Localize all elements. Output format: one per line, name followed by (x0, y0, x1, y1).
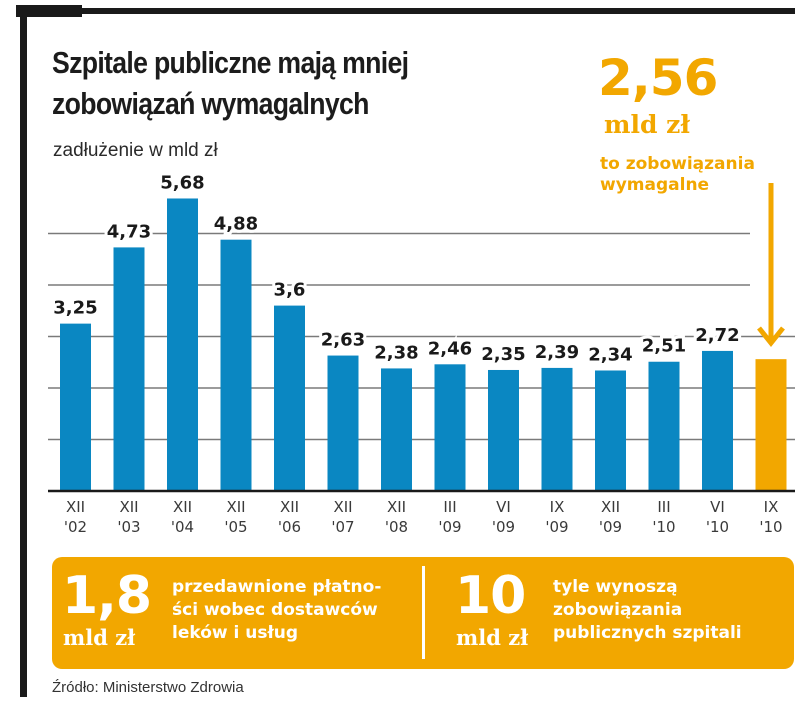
bar (595, 370, 626, 491)
stat-2-line-2: zobowiązania (553, 600, 683, 620)
x-tick-label: '08 (385, 518, 408, 536)
callout-value: 2,56 (598, 49, 718, 107)
chart-title: Szpitale publiczne mają mniej zobowiązań… (52, 42, 409, 124)
bar-value-label: 2,35 (481, 344, 525, 365)
title-line-2: zobowiązań wymagalnych (52, 86, 369, 121)
x-tick-label: XII (280, 498, 299, 516)
x-tick-label: '10 (652, 518, 675, 536)
bar (381, 368, 412, 491)
source-note: Źródło: Ministerstwo Zdrowia (52, 679, 244, 696)
x-tick-label: IX (550, 498, 565, 516)
x-tick-label: '02 (64, 518, 87, 536)
bar (167, 198, 198, 492)
chart-subtitle: zadłużenie w mld zł (53, 140, 218, 161)
x-tick-label: '10 (759, 518, 782, 536)
stat-2-line-1: tyle wynoszą (553, 577, 678, 597)
stat-2-text: tyle wynoszą zobowiązania publicznych sz… (553, 576, 742, 645)
x-tick-label: '09 (438, 518, 461, 536)
bar-value-label: 2,38 (374, 342, 418, 363)
stat-2-unit: mld zł (456, 625, 529, 650)
x-tick-label: '09 (599, 518, 622, 536)
x-tick-labels: XII '02 XII '03 XII '04 XII '05 XII '06 XII '07 XII '… (64, 498, 783, 536)
x-tick-label: XII (119, 498, 138, 516)
x-tick-label: '09 (545, 518, 568, 536)
stat-1-text: przedawnione płatno- ści wobec dostawców… (172, 576, 381, 645)
x-tick-label: XII (601, 498, 620, 516)
stat-1-line-1: przedawnione płatno- (172, 577, 382, 597)
callout-arrow-icon (757, 183, 785, 348)
bar-value-label: 5,68 (160, 172, 204, 193)
x-tick-label: VI (710, 498, 725, 516)
x-tick-label: XII (173, 498, 192, 516)
bar (702, 350, 733, 491)
x-tick-label: XII (333, 498, 352, 516)
bar (327, 355, 359, 491)
title-line-1: Szpitale publiczne mają mniej (52, 45, 409, 80)
stat-2-line-3: publicznych szpitali (553, 623, 742, 643)
bar (60, 323, 91, 491)
bar-value-label: 2,34 (588, 344, 632, 365)
stat-1-unit: mld zł (63, 625, 136, 650)
bar (113, 247, 145, 491)
x-tick-label: '10 (706, 518, 729, 536)
bar (648, 361, 680, 491)
frame-left-border (20, 5, 27, 697)
frame-top-border (16, 8, 795, 14)
bar-value-label: 2,51 (642, 336, 686, 357)
x-tick-label: XII (226, 498, 245, 516)
x-tick-label: VI (496, 498, 511, 516)
x-tick-label: '04 (171, 518, 194, 536)
callout-text-line-1: to zobowiązania (600, 154, 755, 174)
stats-divider (422, 566, 425, 659)
x-tick-label: '05 (224, 518, 247, 536)
bar (488, 369, 519, 491)
x-tick-label: '09 (492, 518, 515, 536)
bar (541, 367, 573, 491)
stat-1-value: 1,8 (62, 566, 152, 626)
callout-text: to zobowiązania wymagalne (600, 154, 755, 196)
stat-2-value: 10 (455, 566, 526, 626)
arrow-head (757, 326, 785, 348)
x-tick-label: XII (387, 498, 406, 516)
bar-value-label: 2,39 (535, 342, 579, 363)
stat-1-line-2: ści wobec dostawców (172, 600, 378, 620)
bar-chart: 3,25 4,73 5,68 4,88 3,6 2,63 2,38 2,46 2,35 2,39 2… (48, 169, 795, 536)
callout-text-line-2: wymagalne (600, 175, 710, 195)
x-tick-label: III (443, 498, 456, 516)
bar-value-label: 2,72 (695, 325, 739, 346)
x-tick-label: III (657, 498, 670, 516)
frame-corner (16, 5, 82, 17)
bar-value-label: 3,25 (53, 298, 97, 319)
x-tick-label: '03 (117, 518, 140, 536)
bar (220, 239, 252, 491)
bar-value-label: 4,88 (214, 214, 258, 235)
bar-labels: 3,25 4,73 5,68 4,88 3,6 2,63 2,38 2,46 2,35 2,39 2… (50, 169, 742, 368)
bar (274, 305, 305, 491)
x-tick-label: XII (66, 498, 85, 516)
callout-unit: mld zł (604, 110, 690, 139)
stat-1-line-3: leków i usług (172, 623, 299, 643)
bar-value-label: 2,63 (321, 330, 365, 351)
x-tick-label: IX (764, 498, 779, 516)
bars (60, 198, 787, 492)
bar-value-label: 3,6 (274, 280, 306, 301)
bar-value-label: 4,73 (107, 221, 151, 242)
bar-value-label: 2,46 (428, 338, 472, 359)
bar (434, 364, 466, 491)
x-tick-label: '07 (331, 518, 354, 536)
bar (755, 359, 787, 491)
x-tick-label: '06 (278, 518, 301, 536)
